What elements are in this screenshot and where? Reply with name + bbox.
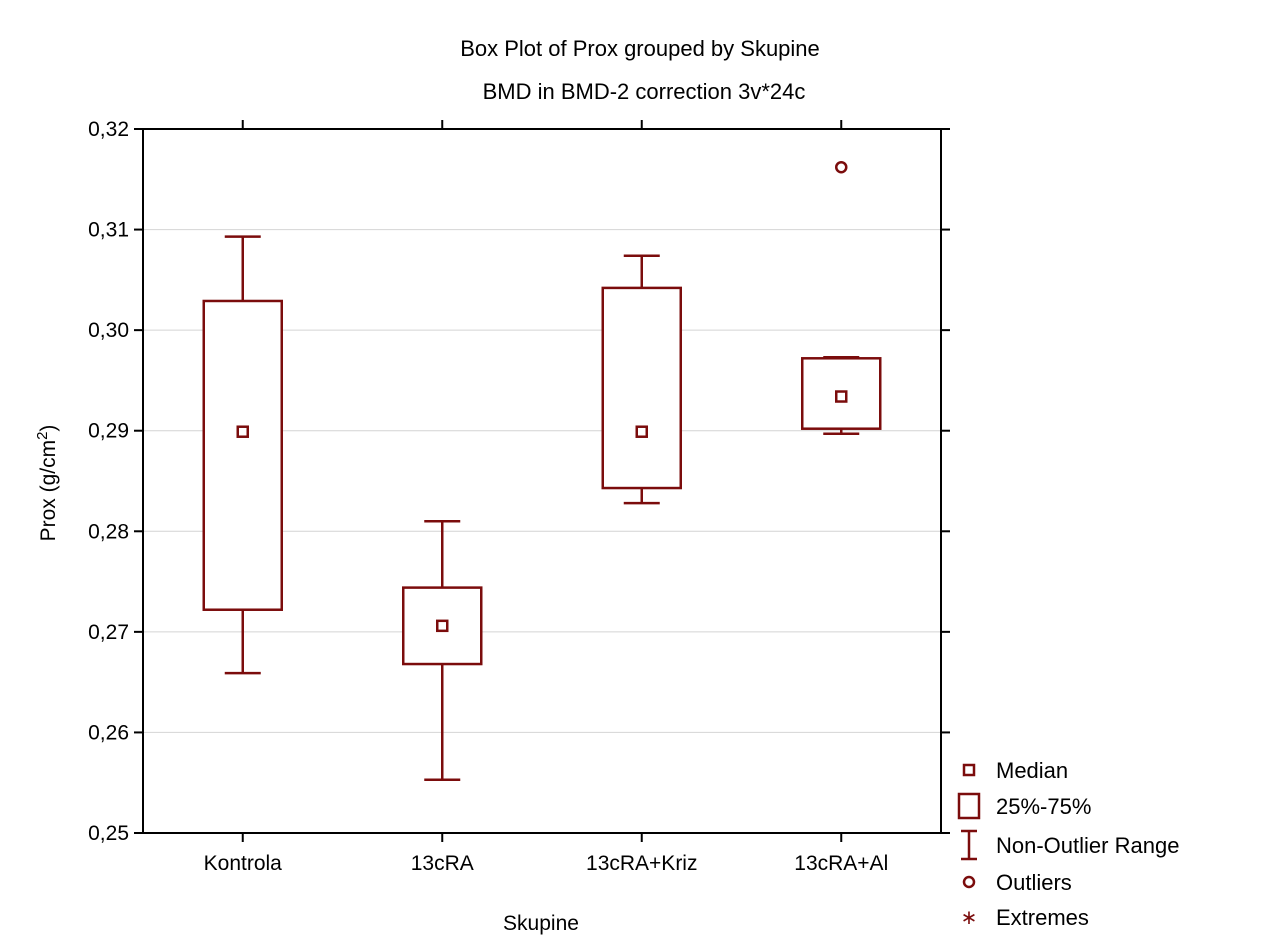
chart-subtitle: BMD in BMD-2 correction 3v*24c [483,79,806,104]
median-marker [236,425,249,438]
y-axis-label-close: ) [37,425,60,432]
x-tick-label: 13cRA+Al [794,852,888,875]
y-tick-label: 0,25 [88,822,129,845]
x-axis: Kontrola 13cRA 13cRA+Kriz 13cRA+Al [204,120,888,875]
y-tick-label: 0,27 [88,621,129,644]
x-tick-label: Kontrola [204,852,283,875]
box-group [801,160,882,435]
iqr-box [601,286,682,490]
legend-extreme-symbol: ∗ [961,905,978,929]
legend-box-symbol [957,792,981,820]
y-tick-label: 0,26 [88,721,129,744]
box-group [601,254,682,505]
plot-frame [142,128,942,834]
boxes [202,160,882,781]
iqr-box [202,299,283,611]
box-group [202,235,283,675]
x-axis-label: Skupine [503,912,579,935]
chart-title: Box Plot of Prox grouped by Skupine [460,36,820,61]
legend: Median 25%-75% Non-Outlier Range Outliers ∗ E… [957,758,1179,930]
y-axis-label: Prox (g/cm2) [34,425,60,542]
y-axis-label-text: Prox (g/cm [37,440,60,542]
legend-label: Outliers [996,870,1072,895]
y-tick-label: 0,32 [88,118,129,141]
legend-label: Non-Outlier Range [996,833,1179,858]
y-tick-label: 0,31 [88,219,129,242]
legend-label: 25%-75% [996,794,1091,819]
y-tick-label: 0,29 [88,420,129,443]
median-marker [635,425,648,438]
outlier-point [835,160,848,174]
legend-outlier-symbol [962,875,976,889]
y-tick-label: 0,28 [88,520,129,543]
median-marker [436,619,449,633]
x-tick-label: 13cRA [411,852,474,875]
box-group [402,519,483,781]
legend-label: Extremes [996,905,1089,930]
y-tick-label: 0,30 [88,319,129,342]
legend-label: Median [996,758,1068,783]
x-tick-label: 13cRA+Kriz [586,852,697,875]
median-marker [835,390,848,403]
y-axis: 0,25 0,26 0,27 0,28 0,29 0,30 0,31 0,32 [88,118,950,845]
legend-median-symbol [962,763,976,777]
y-axis-label-superscript: 2 [34,432,51,440]
